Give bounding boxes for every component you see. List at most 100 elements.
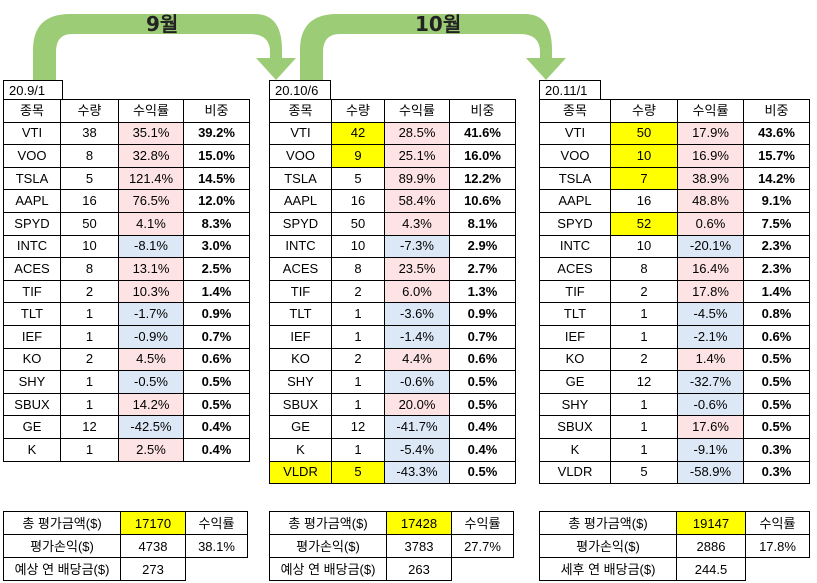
ticker-cell: TSLA — [3, 166, 61, 191]
table-row: VTI 50 17.9% 43.6% — [539, 121, 810, 146]
weight-cell: 0.6% — [449, 347, 516, 372]
dividend-value: 263 — [386, 557, 452, 581]
return-cell: 17.6% — [677, 415, 744, 439]
date-label-2: 20.10/6 — [269, 80, 331, 99]
weight-cell: 41.6% — [449, 121, 516, 146]
table-row: K 1 -9.1% 0.3% — [539, 437, 810, 462]
qty-cell: 50 — [610, 121, 678, 146]
ticker-cell: INTC — [3, 234, 61, 259]
return-cell: 4.3% — [384, 211, 450, 236]
ticker-cell: IEF — [539, 324, 611, 349]
weight-cell: 2.3% — [743, 234, 810, 259]
ticker-cell: VLDR — [539, 460, 611, 485]
table-row: K 1 2.5% 0.4% — [3, 437, 250, 462]
qty-cell: 2 — [331, 347, 385, 372]
table-row: VOO 9 25.1% 16.0% — [269, 144, 516, 168]
weight-cell: 0.5% — [183, 370, 250, 394]
qty-cell: 1 — [610, 392, 678, 417]
qty-cell: 52 — [610, 211, 678, 236]
return-cell: -43.3% — [384, 460, 450, 485]
table-row: TLT 1 -4.5% 0.8% — [539, 302, 810, 326]
ticker-cell: KO — [3, 347, 61, 372]
return-label: 수익률 — [745, 511, 810, 535]
return-cell: -1.7% — [118, 302, 184, 326]
ticker-cell: SHY — [269, 370, 332, 394]
weight-cell: 43.6% — [743, 121, 810, 146]
table-row: AAPL 16 58.4% 10.6% — [269, 189, 516, 213]
ticker-cell: IEF — [3, 324, 61, 349]
ticker-cell: TSLA — [269, 166, 332, 191]
return-cell: 32.8% — [118, 144, 184, 168]
return-cell: -0.6% — [384, 370, 450, 394]
header-row: 종목 수량 수익률 비중 — [3, 99, 250, 123]
weight-cell: 0.7% — [183, 324, 250, 349]
return-cell: 0.6% — [677, 211, 744, 236]
table-row: TLT 1 -1.7% 0.9% — [3, 302, 250, 326]
date-label-3: 20.11/1 — [539, 80, 601, 99]
ticker-cell: VTI — [3, 121, 61, 146]
date-label-1: 20.9/1 — [3, 80, 63, 99]
header-return: 수익률 — [384, 99, 450, 123]
table-row: KO 2 1.4% 0.5% — [539, 347, 810, 372]
qty-cell: 16 — [331, 189, 385, 213]
table-row: TSLA 7 38.9% 14.2% — [539, 166, 810, 191]
return-cell: 2.5% — [118, 437, 184, 462]
weight-cell: 0.5% — [449, 370, 516, 394]
header-weight: 비중 — [449, 99, 516, 123]
ticker-cell: TIF — [3, 279, 61, 304]
return-cell: -0.5% — [118, 370, 184, 394]
weight-cell: 0.7% — [449, 324, 516, 349]
qty-cell: 1 — [60, 370, 119, 394]
ticker-cell: VOO — [539, 144, 611, 168]
table-row: INTC 10 -7.3% 2.9% — [269, 234, 516, 259]
qty-cell: 5 — [610, 460, 678, 485]
table-row: AAPL 16 48.8% 9.1% — [539, 189, 810, 213]
pl-value: 4738 — [120, 534, 186, 558]
table-row: SHY 1 -0.6% 0.5% — [539, 392, 810, 417]
qty-cell: 10 — [60, 234, 119, 259]
empty-cell — [451, 557, 514, 581]
return-cell: -7.3% — [384, 234, 450, 259]
header-qty: 수량 — [331, 99, 385, 123]
qty-cell: 8 — [60, 144, 119, 168]
table-row: SHY 1 -0.5% 0.5% — [3, 370, 250, 394]
weight-cell: 1.4% — [183, 279, 250, 304]
ticker-cell: ACES — [539, 257, 611, 281]
table-row: VLDR 5 -43.3% 0.5% — [269, 460, 516, 485]
summary-row-dividend: 예상 연 배당금($) 263 — [269, 557, 514, 581]
weight-cell: 39.2% — [183, 121, 250, 146]
table-row: VLDR 5 -58.9% 0.3% — [539, 460, 810, 485]
qty-cell: 50 — [331, 211, 385, 236]
return-cell: -3.6% — [384, 302, 450, 326]
weight-cell: 0.3% — [743, 460, 810, 485]
dividend-label: 예상 연 배당금($) — [269, 557, 387, 581]
ticker-cell: TIF — [269, 279, 332, 304]
summary-row-pl: 평가손익($) 4738 38.1% — [3, 534, 248, 558]
table-row: KO 2 4.5% 0.6% — [3, 347, 250, 372]
table-row: SBUX 1 17.6% 0.5% — [539, 415, 810, 439]
summary-row-pl: 평가손익($) 3783 27.7% — [269, 534, 514, 558]
weight-cell: 0.4% — [183, 415, 250, 439]
ticker-cell: GE — [3, 415, 61, 439]
return-cell: -20.1% — [677, 234, 744, 259]
return-cell: -42.5% — [118, 415, 184, 439]
empty-cell — [745, 557, 810, 581]
weight-cell: 14.5% — [183, 166, 250, 191]
qty-cell: 1 — [610, 324, 678, 349]
table-row: K 1 -5.4% 0.4% — [269, 437, 516, 462]
weight-cell: 7.5% — [743, 211, 810, 236]
weight-cell: 1.3% — [449, 279, 516, 304]
weight-cell: 2.9% — [449, 234, 516, 259]
return-cell: 28.5% — [384, 121, 450, 146]
ticker-cell: GE — [539, 370, 611, 394]
return-cell: -0.6% — [677, 392, 744, 417]
summary-row-total: 총 평가금액($) 17428 수익률 — [269, 511, 514, 535]
ticker-cell: K — [539, 437, 611, 462]
weight-cell: 0.6% — [743, 324, 810, 349]
qty-cell: 50 — [60, 211, 119, 236]
weight-cell: 2.3% — [743, 257, 810, 281]
weight-cell: 0.5% — [449, 460, 516, 485]
ticker-cell: SPYD — [269, 211, 332, 236]
summary-table-sep: 총 평가금액($) 17170 수익률 평가손익($) 4738 38.1% 예상 연 배당… — [3, 511, 248, 581]
qty-cell: 42 — [331, 121, 385, 146]
